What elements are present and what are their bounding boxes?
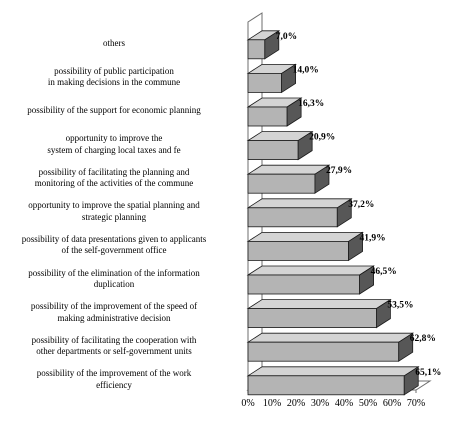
x-tick-label: 60% — [383, 398, 401, 409]
data-label: 27,9% — [326, 166, 352, 176]
category-label-line: possibility of facilitating the planning… — [38, 166, 190, 177]
category-label: others — [4, 38, 224, 50]
category-label-line: of the self-government office — [61, 245, 167, 256]
category-label: possibility of the support for economic … — [4, 105, 224, 117]
category-label-line: duplication — [93, 279, 135, 289]
category-label: possibility of public participation in ma… — [4, 66, 224, 89]
bar-end-face — [336, 198, 352, 228]
data-label: 37,2% — [348, 200, 374, 210]
category-label-line: monitoring of the activities of the comm… — [34, 178, 194, 189]
data-label: 7,0% — [276, 32, 297, 42]
category-label-line: possibility of public participation — [54, 65, 174, 76]
category-label-line: possibility of facilitating the cooperat… — [31, 334, 197, 345]
data-label: 62,8% — [410, 334, 436, 344]
x-tick-label: 10% — [263, 398, 281, 409]
category-label-line: opportunity to improve the — [65, 133, 163, 144]
category-label-line: in making decisions in the commune — [47, 77, 181, 88]
data-label: 53,5% — [387, 301, 413, 311]
bar-top-face — [246, 299, 392, 310]
x-tick-label: 30% — [311, 398, 329, 409]
category-label: possibility of the improvement of the sp… — [4, 301, 224, 324]
bar-top-face — [246, 366, 420, 377]
category-label-line: possibility of the elimination of the in… — [28, 267, 200, 278]
bar-end-face — [297, 130, 313, 161]
category-label: opportunity to improve the system of char… — [4, 133, 224, 156]
bar-end-face — [403, 366, 419, 396]
category-label: opportunity to improve the spatial plann… — [4, 200, 224, 223]
bar — [247, 274, 360, 295]
x-tick-label: 40% — [335, 398, 353, 409]
category-label-line: others — [103, 38, 125, 49]
data-label: 65,1% — [415, 368, 441, 378]
category-label-line: possibility of the support for economic … — [27, 105, 201, 116]
bar — [247, 73, 282, 93]
bar-end-face — [359, 265, 375, 295]
data-label: 16,3% — [298, 99, 324, 109]
category-label-line: efficiency — [96, 379, 132, 390]
bar — [247, 375, 405, 396]
bar — [247, 39, 266, 60]
category-label-line: possibility of data presentations given … — [21, 233, 207, 244]
bar — [247, 106, 288, 127]
bar — [247, 173, 316, 194]
category-label: possibility of the improvement of the wo… — [4, 368, 224, 391]
x-tick-label: 50% — [359, 398, 377, 409]
category-label-line: strategic planning — [81, 211, 147, 222]
data-label: 20,9% — [309, 133, 335, 143]
category-label-line: possibility of the improvement of the sp… — [30, 301, 198, 312]
bar-end-face — [281, 63, 297, 94]
bar-top-face — [246, 198, 353, 209]
bar — [247, 140, 299, 161]
bar-end-face — [314, 164, 330, 194]
category-label-line: system of charging local taxes and fe — [47, 144, 181, 155]
x-tick-label: 70% — [407, 398, 425, 409]
bar — [247, 308, 377, 329]
data-label: 41,9% — [360, 233, 386, 243]
category-label-line: opportunity to improve the spatial plann… — [28, 200, 200, 211]
data-label: 14,0% — [293, 65, 319, 75]
x-tick-label: 20% — [287, 398, 305, 409]
bar-end-face — [264, 30, 280, 60]
bar-top-face — [246, 332, 415, 343]
category-label: possibility of facilitating the cooperat… — [4, 335, 224, 358]
bar-end-face — [286, 97, 302, 127]
x-tick-label: 0% — [241, 398, 254, 409]
category-label: possibility of data presentations given … — [4, 234, 224, 257]
category-label-line: other departments or self-government uni… — [36, 346, 192, 357]
bar-end-face — [348, 231, 363, 262]
bar — [247, 240, 349, 261]
category-label-line: possibility of the improvement of the wo… — [36, 368, 192, 379]
category-label: possibility of facilitating the planning… — [4, 167, 224, 190]
bar-end-face — [398, 332, 414, 362]
bar-top-face — [246, 265, 375, 276]
bar-top-face — [246, 231, 364, 242]
bar — [247, 207, 338, 228]
category-label: possibility of the elimination of the in… — [4, 268, 224, 291]
category-label-line: making administrative decision — [57, 312, 171, 323]
data-label: 46,5% — [371, 267, 397, 277]
bar-end-face — [375, 298, 391, 329]
bar — [247, 341, 400, 362]
